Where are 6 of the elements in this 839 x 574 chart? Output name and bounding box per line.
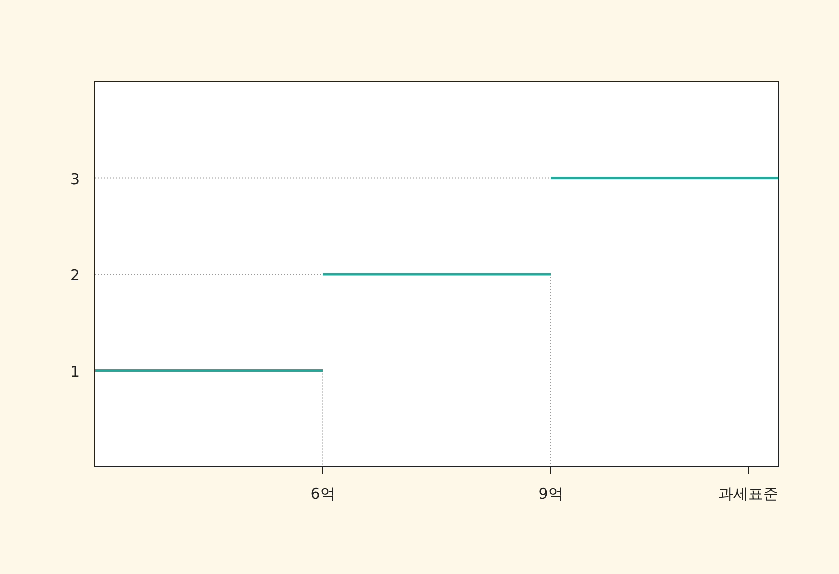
x-tick-label: 6억 [310, 485, 336, 503]
x-tick-label: 9억 [538, 485, 564, 503]
y-tick-label: 2 [70, 266, 80, 284]
y-tick-label: 3 [70, 170, 80, 188]
x-tick-label: 과세표준 [718, 485, 779, 503]
y-tick-label: 1 [70, 362, 80, 381]
